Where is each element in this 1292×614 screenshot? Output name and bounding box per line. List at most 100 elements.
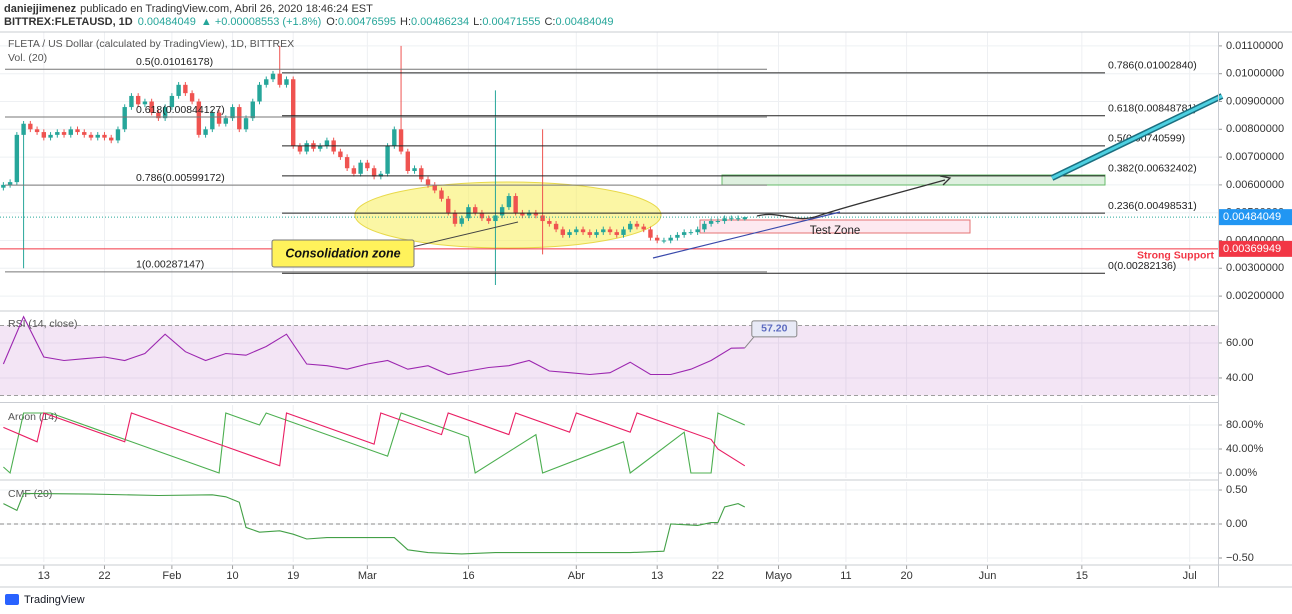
candle-body: [412, 168, 417, 171]
panel-title: FLETA / US Dollar (calculated by Trading…: [8, 38, 294, 50]
x-tick-label: 11: [840, 570, 851, 582]
x-tick-label: 13: [38, 570, 50, 582]
x-tick-label: 10: [226, 570, 238, 582]
candle-body: [513, 196, 518, 213]
candle-body: [109, 137, 114, 141]
support-label: Strong Support: [1137, 250, 1214, 262]
candle-body: [621, 229, 626, 235]
y-tick-label: 0.00900000: [1226, 95, 1284, 107]
candle-body: [304, 143, 309, 152]
candle-body: [250, 101, 255, 119]
candle-body: [358, 162, 363, 174]
x-tick-label: 20: [900, 570, 912, 582]
callout-box: [271, 239, 415, 268]
fib-label: 1(0.00287147): [136, 259, 204, 271]
candle-body: [216, 112, 222, 124]
candle-body: [129, 95, 134, 108]
y-tick-label: 0.00%: [1226, 467, 1257, 479]
candle-body: [634, 223, 640, 227]
fib-label: 0.5(0.01016178): [136, 56, 213, 68]
x-tick-label: 13: [651, 570, 663, 582]
x-tick-label: 22: [98, 570, 110, 582]
candle-body: [223, 118, 229, 124]
candle-body: [419, 168, 424, 180]
ohlc-value: 0.00484049: [555, 16, 613, 28]
candle-body: [432, 184, 437, 191]
candle-body: [55, 132, 60, 135]
candle-body: [729, 218, 734, 220]
fib-label: 0.382(0.00632402): [1108, 163, 1197, 175]
candle-body: [506, 196, 512, 208]
candle-body: [553, 223, 559, 230]
candle-body: [385, 145, 390, 174]
candle-body: [237, 107, 242, 130]
candle-body: [735, 218, 741, 220]
footer: TradingView: [5, 594, 85, 606]
y-tick-label: 0.01000000: [1226, 68, 1284, 80]
candle-body: [446, 198, 451, 213]
candle-body: [439, 190, 444, 199]
candle-body: [681, 232, 687, 235]
candle-body: [115, 129, 121, 141]
candle-body: [156, 112, 161, 119]
candle-body: [567, 232, 572, 235]
candle-body: [317, 145, 323, 149]
plot-layer: 0.002000000.003000000.004000000.00500000…: [0, 38, 1292, 582]
candle-body: [176, 84, 181, 96]
fib-label: 0(0.00282136): [1108, 260, 1176, 272]
footer-brand: TradingView: [24, 594, 85, 606]
y-tick-label: 0.00600000: [1226, 179, 1284, 191]
candle-body: [291, 79, 296, 146]
candle-body: [48, 134, 53, 138]
candle-body: [203, 129, 208, 135]
logo: [5, 594, 19, 605]
candle-body: [189, 93, 195, 102]
candle-body: [499, 207, 505, 216]
indicator-line: [3, 412, 746, 475]
x-tick-label: Abr: [568, 570, 585, 582]
symbol-line: BITTREX:FLETAUSD, 1D 0.00484049 ▲ +0.00008…: [4, 16, 614, 28]
y-tick-label: 0.01100000: [1226, 40, 1283, 52]
candle-body: [196, 101, 202, 135]
candle-body: [742, 217, 748, 220]
candle-body: [7, 182, 13, 185]
x-tick-label: 15: [1076, 570, 1088, 582]
author-line: daniejjimenez publicado en TradingView.co…: [4, 3, 373, 15]
candle-body: [641, 226, 646, 230]
symbol: BITTREX:FLETAUSD, 1D: [4, 16, 133, 28]
candle-body: [648, 229, 653, 238]
x-tick-label: Jun: [979, 570, 997, 582]
candle-body: [392, 129, 397, 146]
price-tag: [1219, 240, 1292, 257]
candle-body: [708, 221, 714, 224]
panel-frame: [0, 31, 1292, 588]
candle-body: [21, 123, 26, 135]
x-tick-label: 16: [462, 570, 474, 582]
candle-body: [88, 134, 94, 138]
candle-body: [378, 173, 384, 177]
candle-body: [425, 179, 431, 185]
candle-body: [526, 212, 532, 216]
price-tag: [1219, 209, 1292, 226]
candle-body: [594, 232, 599, 235]
candle-body: [284, 79, 289, 85]
candle-body: [601, 229, 606, 233]
candle-body: [122, 107, 127, 130]
candle-body: [324, 140, 330, 146]
candle-body: [607, 229, 613, 233]
candle-body: [34, 129, 40, 133]
candle-body: [1, 184, 6, 188]
y-tick-label: 0.00300000: [1226, 262, 1284, 274]
callout-pointer: [407, 221, 519, 249]
x-tick-label: 22: [712, 570, 724, 582]
candle-body: [210, 112, 215, 130]
candle-body: [614, 232, 619, 235]
test-zone-label: Test Zone: [810, 225, 861, 237]
candle-body: [365, 162, 370, 169]
candle-body: [473, 207, 478, 213]
candle-body: [398, 129, 404, 152]
y-tick-label: 80.00%: [1226, 419, 1264, 431]
candle-body: [277, 73, 282, 85]
y-tick-label: 40.00%: [1226, 443, 1264, 455]
